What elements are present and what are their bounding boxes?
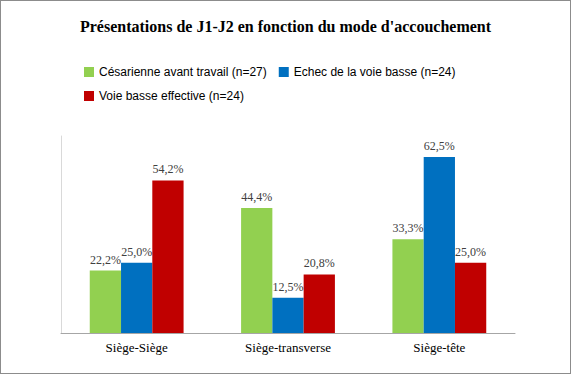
svg-text:54,2%: 54,2%: [152, 162, 183, 176]
svg-text:62,5%: 62,5%: [424, 139, 455, 153]
svg-text:Siège-Siège: Siège-Siège: [106, 340, 168, 355]
svg-text:20,8%: 20,8%: [304, 256, 335, 270]
svg-text:Présentations de J1-J2 en fonc: Présentations de J1-J2 en fonction du mo…: [80, 18, 492, 35]
svg-text:44,4%: 44,4%: [241, 190, 272, 204]
svg-text:Echec de la voie basse (n=24): Echec de la voie basse (n=24): [294, 65, 456, 79]
svg-text:22,2%: 22,2%: [90, 253, 121, 267]
svg-text:Siège-tête: Siège-tête: [413, 340, 465, 355]
svg-text:25,0%: 25,0%: [455, 245, 486, 259]
svg-text:12,5%: 12,5%: [273, 280, 304, 294]
svg-text:25,0%: 25,0%: [121, 245, 152, 259]
svg-text:Césarienne avant travail (n=27: Césarienne avant travail (n=27): [99, 65, 267, 79]
svg-text:Siège-transverse: Siège-transverse: [245, 340, 331, 355]
svg-text:33,3%: 33,3%: [393, 221, 424, 235]
svg-text:Voie basse effective (n=24): Voie basse effective (n=24): [99, 89, 244, 103]
